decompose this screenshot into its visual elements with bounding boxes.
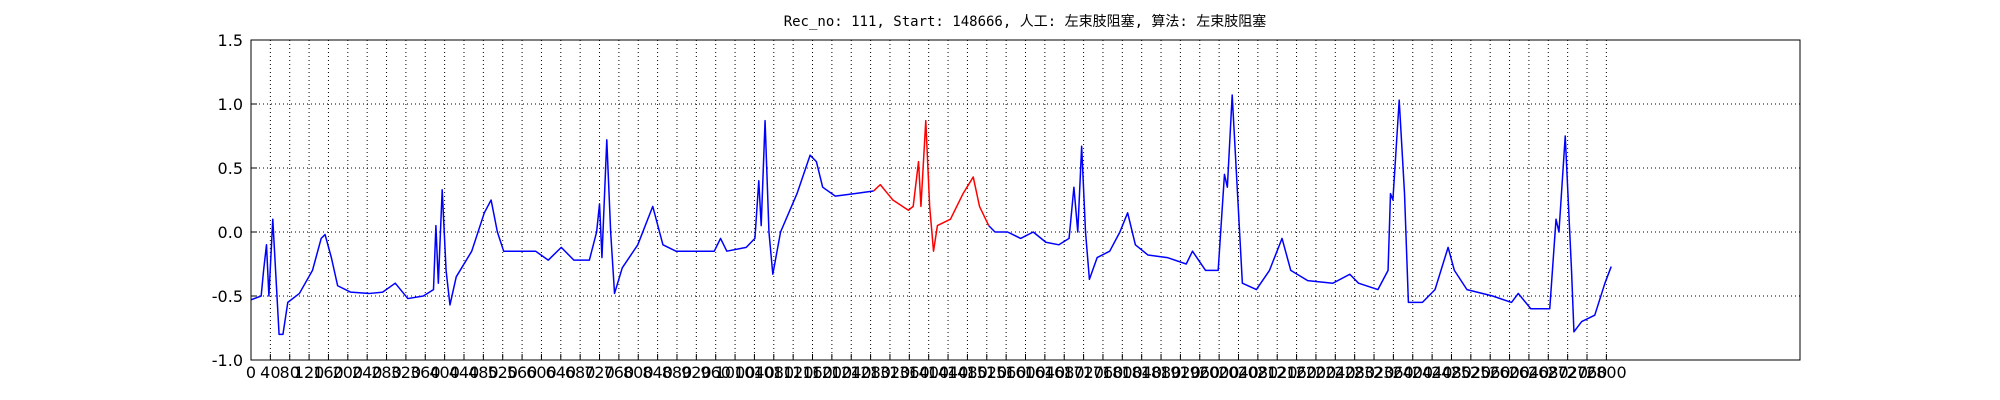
x-tick-label: 1520	[966, 363, 1007, 382]
x-tick-label: 480	[468, 363, 499, 382]
x-tick-label: 1680	[1044, 363, 1085, 382]
x-tick-label: 2560	[1470, 363, 1511, 382]
x-tick-label: 2040	[1218, 363, 1259, 382]
x-tick-label: 840	[642, 363, 673, 382]
x-tick-label: 2680	[1528, 363, 1569, 382]
x-tick-label: 2160	[1276, 363, 1317, 382]
x-tick-label: 400	[429, 363, 460, 382]
x-tick-label: 1080	[753, 363, 794, 382]
x-tick-label: 2200	[1296, 363, 1337, 382]
x-tick-label: 80	[280, 363, 300, 382]
x-tick-label: 1360	[889, 363, 930, 382]
x-tick-label: 120	[294, 363, 325, 382]
x-tick-label: 1400	[908, 363, 949, 382]
x-tick-label: 680	[565, 363, 596, 382]
x-tick-label: 1440	[928, 363, 969, 382]
x-tick-label: 1720	[1063, 363, 1104, 382]
x-tick-label: 2760	[1567, 363, 1608, 382]
x-tick-label: 40	[260, 363, 280, 382]
x-tick-label: 2280	[1334, 363, 1375, 382]
chart-title: Rec_no: 111, Start: 148666, 人工: 左束肢阻塞, 算…	[784, 13, 1267, 30]
x-tick-label: 1880	[1141, 363, 1182, 382]
x-tick-label: 2360	[1373, 363, 1414, 382]
x-tick-label: 160	[313, 363, 344, 382]
x-tick-label: 2120	[1257, 363, 1298, 382]
x-tick-label: 200	[333, 363, 364, 382]
x-tick-label: 1840	[1121, 363, 1162, 382]
x-tick-label: 2000	[1199, 363, 1240, 382]
x-tick-label: 320	[391, 363, 422, 382]
x-tick-label: 2080	[1237, 363, 1278, 382]
x-tick-label: 1920	[1160, 363, 1201, 382]
x-tick-label: 600	[526, 363, 557, 382]
plot-frame	[250, 39, 1801, 361]
x-tick-label: 2240	[1315, 363, 1356, 382]
x-tick-label: 760	[604, 363, 635, 382]
x-tick-label: 1040	[734, 363, 775, 382]
x-tick-label: 360	[410, 363, 441, 382]
y-tick-label: 0.0	[218, 223, 243, 242]
y-tick-label: 0.5	[218, 159, 243, 178]
x-tick-label: 2440	[1412, 363, 1453, 382]
y-tick-label: 1.5	[218, 31, 243, 50]
x-tick-label: 1800	[1102, 363, 1143, 382]
x-tick-label: 440	[449, 363, 480, 382]
x-tick-label: 2320	[1354, 363, 1395, 382]
x-tick-label: 2800	[1586, 363, 1627, 382]
x-tick-label: 1200	[812, 363, 853, 382]
x-tick-label: 0	[246, 363, 256, 382]
y-tick-label: -1.0	[212, 351, 243, 370]
y-tick-label: -0.5	[212, 287, 243, 306]
x-tick-label: 880	[662, 363, 693, 382]
x-tick-label: 1560	[986, 363, 1027, 382]
x-tick-label: 1600	[1005, 363, 1046, 382]
x-tick-label: 2520	[1450, 363, 1491, 382]
x-tick-label: 640	[546, 363, 577, 382]
x-tick-label: 240	[352, 363, 383, 382]
x-tick-label: 280	[371, 363, 402, 382]
x-tick-label: 2720	[1547, 363, 1588, 382]
x-tick-label: 2600	[1489, 363, 1530, 382]
x-tick-label: 560	[507, 363, 538, 382]
x-tick-label: 2480	[1431, 363, 1472, 382]
x-tick-label: 1760	[1083, 363, 1124, 382]
ecg-line	[872, 119, 990, 252]
ecg-line	[250, 119, 874, 336]
x-tick-label: 1000	[715, 363, 756, 382]
x-tick-label: 1280	[850, 363, 891, 382]
x-tick-label: 1160	[792, 363, 833, 382]
x-tick-label: 1240	[831, 363, 872, 382]
x-tick-label: 1320	[870, 363, 911, 382]
x-tick-label: 1640	[1025, 363, 1066, 382]
x-tick-label: 920	[681, 363, 712, 382]
x-tick-label: 520	[487, 363, 518, 382]
x-tick-label: 800	[623, 363, 654, 382]
x-tick-label: 1480	[947, 363, 988, 382]
ecg-line	[988, 94, 1612, 333]
x-tick-label: 960	[700, 363, 731, 382]
x-tick-label: 1120	[773, 363, 814, 382]
x-tick-label: 2640	[1509, 363, 1550, 382]
y-tick-label: 1.0	[218, 95, 243, 114]
x-tick-label: 1960	[1179, 363, 1220, 382]
x-tick-label: 2400	[1392, 363, 1433, 382]
x-tick-label: 720	[584, 363, 615, 382]
